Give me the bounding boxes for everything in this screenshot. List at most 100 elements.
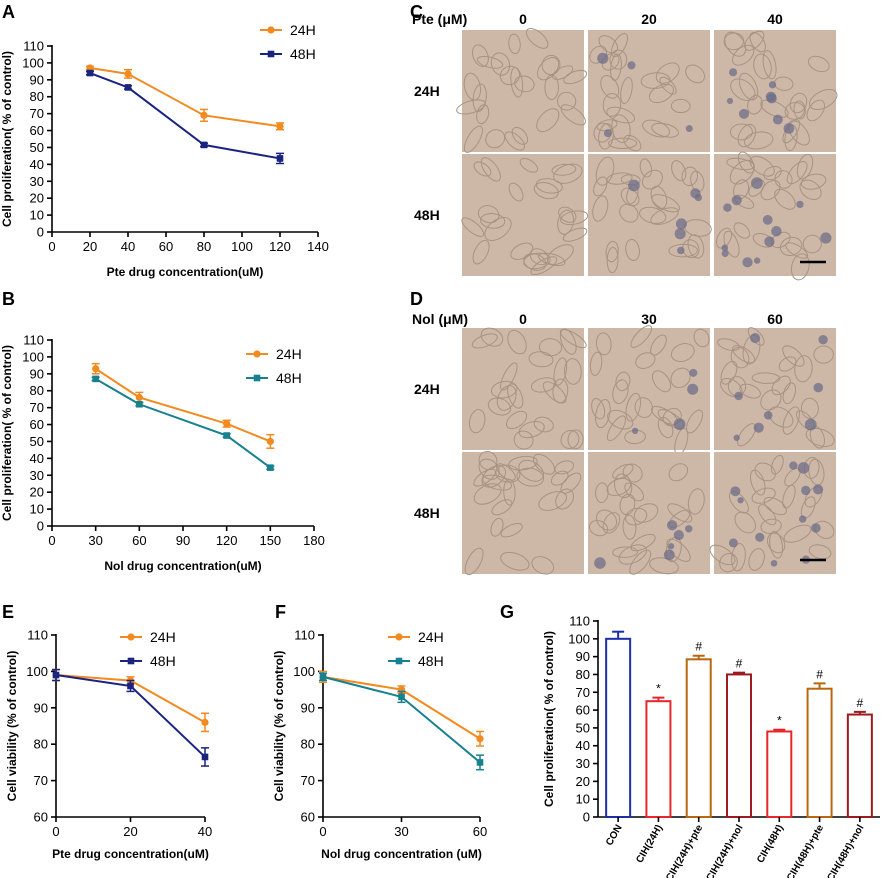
cell-outline	[612, 463, 634, 480]
cell-outline	[633, 503, 659, 523]
cell-outline	[635, 352, 656, 369]
cell-outline	[595, 156, 615, 186]
cell-outline	[730, 78, 756, 101]
y-tick-label: 60	[576, 703, 590, 718]
y-tick-label: 100	[293, 664, 315, 679]
cell-outline	[639, 158, 652, 178]
cell-outline	[641, 169, 663, 190]
cell-outline	[739, 383, 761, 399]
cell-outline	[542, 381, 567, 404]
data-point	[319, 673, 327, 681]
stained-cell	[755, 532, 765, 542]
y-tick-label: 90	[301, 700, 315, 715]
x-tick-label: 120	[269, 239, 291, 254]
cell-outline	[760, 518, 782, 534]
cell-outline	[754, 462, 776, 482]
y-axis-title: Cell viability (% of control)	[5, 651, 19, 802]
cell-outline	[508, 182, 524, 202]
legend-label: 24H	[418, 629, 444, 645]
legend-label: 48H	[150, 653, 176, 669]
cell-outline	[484, 217, 512, 241]
cell-outline	[737, 151, 755, 174]
cell-outline	[480, 157, 501, 182]
cell-outline	[611, 33, 629, 58]
cell-outline	[687, 234, 705, 259]
cell-outline	[659, 76, 677, 95]
cell-outline	[799, 179, 822, 201]
y-tick-label: 10	[30, 502, 44, 517]
x-tick-label: 20	[123, 824, 137, 839]
cell-outline	[507, 329, 527, 355]
y-axis-title: Cell viability (% of control)	[272, 651, 286, 802]
cell-outline	[559, 328, 577, 355]
cell-outline	[606, 415, 626, 442]
cell-outline	[800, 173, 827, 190]
cell-outline	[602, 92, 622, 117]
stained-cell	[798, 515, 807, 523]
x-tick-label: 60	[132, 533, 146, 548]
panel-letter-b: B	[2, 289, 15, 309]
concentration-header: Pte (μM)	[412, 11, 467, 27]
timepoint-label: 48H	[414, 207, 440, 223]
stained-cell	[789, 461, 798, 470]
series-line-48h	[95, 378, 271, 469]
stained-cell	[690, 188, 701, 199]
cell-outline	[685, 64, 706, 84]
cell-outline	[607, 409, 634, 430]
cell-outline	[789, 92, 808, 114]
stained-cell	[818, 334, 828, 345]
cell-outline	[624, 482, 645, 502]
cell-outline	[625, 507, 648, 526]
cell-outline	[468, 409, 486, 434]
stained-cell	[603, 129, 612, 138]
cell-outline	[552, 378, 569, 404]
cell-outline	[805, 427, 835, 447]
y-tick-label: 30	[576, 756, 590, 771]
x-tick-label: 0	[319, 824, 326, 839]
cell-outline	[737, 423, 757, 447]
cell-outline	[456, 99, 486, 115]
cell-outline	[630, 325, 653, 348]
y-tick-label: 80	[301, 737, 315, 752]
cell-outline	[760, 389, 782, 411]
cell-outline	[782, 345, 805, 367]
micrograph-grid-c: Pte (μM) 0 20 40 24H 48H	[412, 11, 838, 281]
cell-outline	[560, 210, 589, 226]
data-point	[124, 84, 132, 91]
stained-cell	[797, 462, 810, 474]
cell-outline	[716, 227, 733, 249]
x-tick-label: 40	[198, 824, 212, 839]
x-tick-label: 0	[52, 824, 59, 839]
concentration-label: 0	[519, 311, 527, 327]
cell-outline	[505, 410, 528, 430]
data-point	[200, 141, 208, 149]
y-axis-title: Cell proliferation( % of control)	[0, 51, 14, 227]
bar	[605, 637, 632, 818]
y-tick-label: 100	[568, 631, 590, 646]
cell-outline	[634, 397, 654, 419]
y-axis-title: Cell proliferation( % of control)	[0, 345, 14, 521]
stained-cell	[663, 549, 675, 561]
x-axis-title: Nol drug concentration (uM)	[321, 847, 482, 861]
y-tick-label: 110	[294, 628, 315, 643]
cell-outline	[514, 75, 535, 93]
x-tick-label: 60	[473, 824, 487, 839]
stained-cell	[754, 257, 761, 264]
stained-cell	[731, 195, 742, 206]
y-tick-label: 70	[301, 773, 315, 788]
cell-outline	[807, 55, 830, 73]
y-tick-label: 110	[23, 39, 44, 54]
cell-outline	[605, 240, 619, 263]
cell-outline	[782, 406, 800, 435]
x-tick-label: 180	[303, 533, 325, 548]
data-point	[92, 365, 100, 373]
stained-cell	[766, 93, 777, 104]
x-axis-title: Pte drug concentration(uM)	[107, 265, 264, 279]
cell-outline	[670, 343, 695, 363]
cell-outline	[480, 327, 504, 347]
micrograph-image	[709, 452, 836, 574]
y-tick-label: 0	[583, 810, 590, 825]
stained-cell	[674, 228, 686, 240]
